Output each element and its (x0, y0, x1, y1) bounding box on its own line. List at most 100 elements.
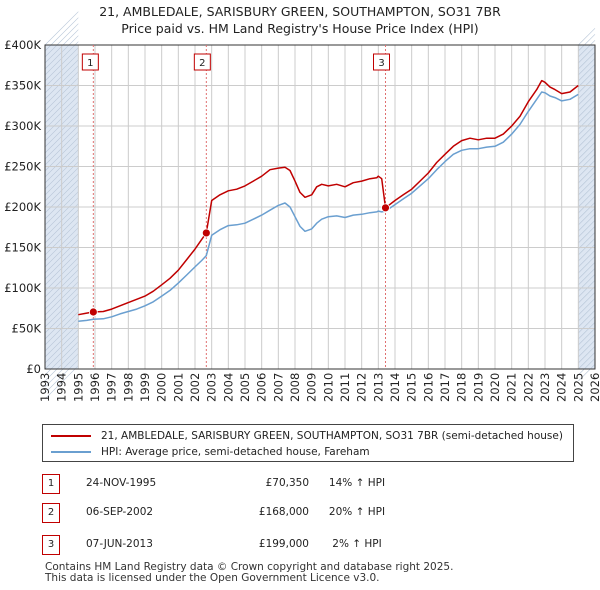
x-tick-label: 2004 (221, 373, 235, 402)
hatch-line (578, 130, 596, 148)
hatch-line (578, 232, 596, 250)
transaction-number: 1 (42, 474, 60, 494)
hatch-line (578, 226, 596, 244)
x-tick-label: 1999 (138, 373, 152, 402)
hatch-line (578, 142, 596, 160)
hatch-line (578, 136, 596, 154)
hatch-line (44, 365, 79, 400)
x-tick-label: 2015 (405, 373, 419, 402)
hatch-line (578, 286, 596, 304)
hatch-line (578, 250, 596, 268)
hatch-line (578, 154, 596, 172)
hatch-line (578, 94, 596, 112)
series-line-property (78, 79, 579, 316)
hatch-line (578, 202, 596, 220)
hatch-line (578, 238, 596, 256)
legend-swatch-hpi (51, 451, 91, 453)
hatch-line (578, 58, 596, 76)
x-tick-label: 2016 (421, 373, 435, 402)
hatch-line (578, 52, 596, 70)
hatch-line (578, 340, 596, 358)
hatch-line (578, 160, 596, 178)
x-tick-label: 2021 (505, 373, 519, 402)
hatch-line (578, 166, 596, 184)
legend: 21, AMBLEDALE, SARISBURY GREEN, SOUTHAMP… (42, 424, 574, 462)
hatch-line (578, 34, 596, 52)
hatch-line (578, 76, 596, 94)
hatch-line (578, 316, 596, 334)
x-tick-label: 2022 (521, 373, 535, 402)
chart-title: 21, AMBLEDALE, SARISBURY GREEN, SOUTHAMP… (0, 3, 600, 37)
x-tick-label: 1998 (121, 373, 135, 402)
x-tick-label: 2014 (388, 373, 402, 402)
hatch-line (578, 358, 596, 376)
hatch-line (578, 148, 596, 166)
transaction-hpi-change: 14% ↑ HPI (328, 477, 386, 489)
y-tick-label: £250K (4, 160, 41, 174)
hatch-line (578, 310, 596, 328)
x-tick-label: 2002 (188, 373, 202, 402)
transaction-price: £168,000 (258, 506, 309, 518)
series-line-hpi (78, 91, 579, 322)
hatch-line (578, 328, 596, 346)
hatch-line (578, 298, 596, 316)
x-tick-label: 2011 (338, 373, 352, 402)
price-chart: 1 2 3 £0 £50K £100K £150K £200K £250K £300K £350K £… (4, 11, 600, 402)
x-tick-label: 2024 (555, 373, 569, 402)
hatch-line (44, 353, 79, 388)
y-tick-label: £350K (4, 79, 41, 93)
hatch-line (578, 190, 596, 208)
legend-label-property: 21, AMBLEDALE, SARISBURY GREEN, SOUTHAMP… (101, 430, 563, 442)
sale-marker-box (373, 53, 390, 71)
hatch-line (578, 352, 596, 370)
hatch-line (578, 64, 596, 82)
transaction-row: 1 24-NOV-1995 £70,350 14% ↑ HPI (42, 474, 562, 494)
hatch-line (578, 292, 596, 310)
x-tick-label: 2009 (305, 373, 319, 402)
x-tick-label: 2003 (205, 373, 219, 402)
x-tick-label: 1994 (55, 373, 69, 402)
hatch-line (578, 256, 596, 274)
sale-marker-box (81, 53, 99, 71)
hatch-line (578, 172, 596, 190)
y-tick-label: £50K (12, 322, 42, 336)
hatch-line (578, 178, 596, 196)
transaction-row: 2 06-SEP-2002 £168,000 20% ↑ HPI (42, 503, 562, 523)
x-tick-label: 2017 (438, 373, 452, 402)
hatch-line (578, 220, 596, 238)
hatch-line (578, 118, 596, 136)
hatch-line (578, 346, 596, 364)
hatch-line (578, 46, 596, 64)
sale-point (381, 203, 390, 213)
hatch-line (578, 304, 596, 322)
y-tick-label: £200K (4, 200, 41, 214)
legend-label-hpi: HPI: Average price, semi-detached house,… (101, 446, 370, 458)
sale-marker-label: 2 (199, 58, 205, 69)
hatch-line (578, 88, 596, 106)
transaction-number: 2 (42, 503, 60, 523)
sale-marker-box (193, 53, 211, 71)
x-tick-label: 2005 (238, 373, 252, 402)
transaction-date: 06-SEP-2002 (86, 506, 154, 518)
footer: Contains HM Land Registry data © Crown c… (45, 562, 453, 584)
hatch-line (578, 262, 596, 280)
hatch-line (578, 364, 596, 382)
plot-border (44, 44, 596, 370)
transaction-hpi-change: 2% ↑ HPI (332, 538, 382, 550)
y-tick-label: £300K (4, 119, 41, 133)
x-tick-label: 2023 (538, 373, 552, 402)
hatch-line (578, 184, 596, 202)
footer-line-2: This data is licensed under the Open Gov… (45, 572, 380, 584)
hatch-line (578, 208, 596, 226)
sale-point (201, 228, 211, 238)
transaction-row: 3 07-JUN-2013 £199,000 2% ↑ HPI (42, 535, 562, 555)
hatch-line (578, 196, 596, 214)
legend-swatch-property (51, 435, 91, 437)
transaction-date: 24-NOV-1995 (86, 477, 157, 489)
hatch-line (578, 70, 596, 88)
legend-item-hpi: HPI: Average price, semi-detached house,… (51, 444, 370, 460)
x-tick-label: 1995 (71, 373, 85, 402)
y-tick-label: £100K (4, 281, 41, 295)
hatch-line (44, 23, 79, 58)
x-tick-label: 2007 (271, 373, 285, 402)
